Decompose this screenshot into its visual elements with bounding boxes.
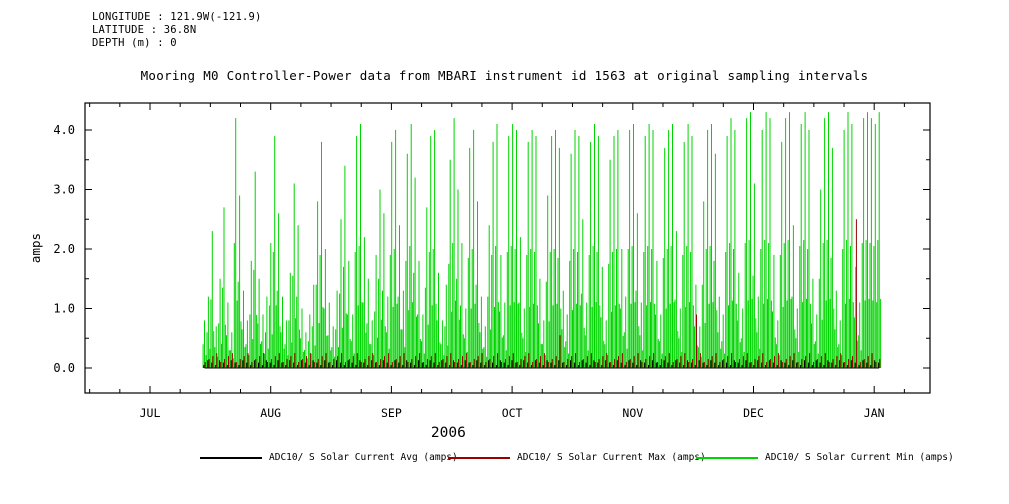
svg-text:SEP: SEP (381, 406, 402, 420)
legend-label-max: ADC10/ S Solar Current Max (amps) (517, 452, 706, 463)
legend-item-avg: ADC10/ S Solar Current Avg (amps) (200, 452, 458, 463)
legend-swatch-min (696, 456, 758, 459)
y-axis-label: amps (28, 233, 43, 263)
latitude-line: LATITUDE : 36.8N (92, 24, 197, 36)
svg-text:3.0: 3.0 (53, 183, 75, 197)
svg-text:2.0: 2.0 (53, 242, 75, 256)
legend-label-avg: ADC10/ S Solar Current Avg (amps) (269, 452, 458, 463)
legend-swatch-avg (200, 456, 262, 459)
series-max (204, 219, 881, 368)
chart-legend: ADC10/ S Solar Current Avg (amps) ADC10/… (0, 452, 1009, 468)
year-label: 2006 (431, 425, 466, 441)
station-info: LONGITUDE : 121.9W(-121.9) LATITUDE : 36… (92, 11, 262, 50)
depth-line: DEPTH (m) : 0 (92, 37, 177, 49)
svg-text:DEC: DEC (743, 406, 764, 420)
axes (84, 102, 931, 394)
longitude-line: LONGITUDE : 121.9W(-121.9) (92, 11, 262, 23)
legend-item-max: ADC10/ S Solar Current Max (amps) (448, 452, 706, 463)
svg-text:AUG: AUG (260, 406, 281, 420)
svg-text:JUL: JUL (140, 406, 161, 420)
svg-text:4.0: 4.0 (53, 123, 75, 137)
series-min (202, 112, 882, 368)
series-avg (203, 360, 880, 368)
legend-item-min: ADC10/ S Solar Current Min (amps) (696, 452, 954, 463)
svg-text:1.0: 1.0 (53, 302, 75, 316)
svg-text:OCT: OCT (502, 406, 523, 420)
chart-title: Mooring M0 Controller-Power data from MB… (140, 68, 869, 83)
legend-swatch-max (448, 456, 510, 459)
svg-text:JAN: JAN (864, 406, 885, 420)
legend-label-min: ADC10/ S Solar Current Min (amps) (765, 452, 954, 463)
svg-text:0.0: 0.0 (53, 361, 75, 375)
svg-text:NOV: NOV (622, 406, 643, 420)
